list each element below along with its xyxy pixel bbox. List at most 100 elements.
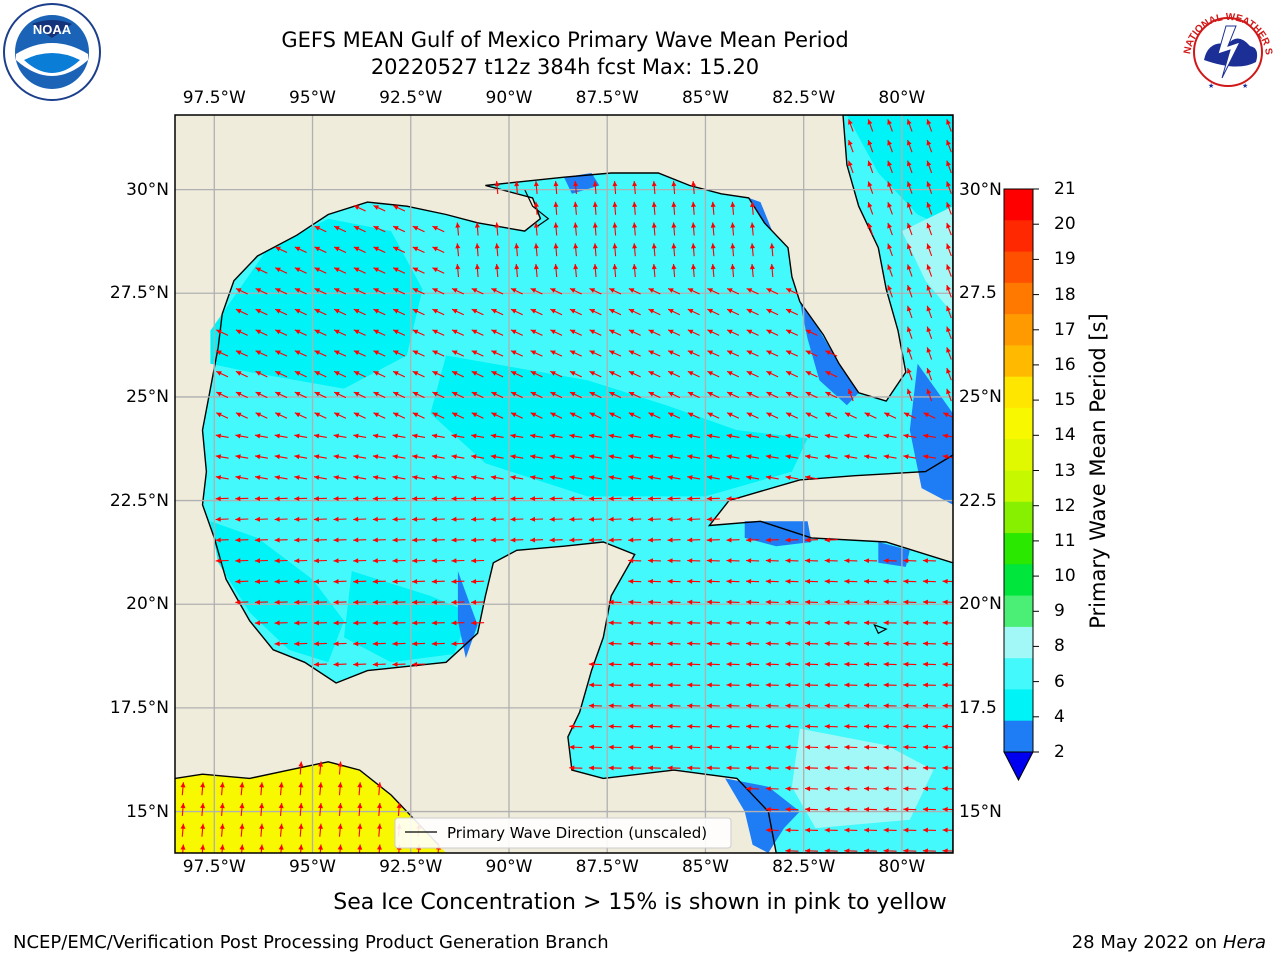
wave-arrow-head: [235, 496, 241, 502]
wave-arrow-head: [294, 371, 301, 376]
wave-arrow-head: [906, 119, 912, 125]
wave-arrow-head: [785, 661, 791, 667]
wave-arrow-head: [353, 661, 359, 667]
wave-arrow-head: [412, 537, 418, 543]
wave-arrow-head: [275, 329, 281, 335]
wave-arrow-head: [903, 806, 909, 812]
wave-arrow-head: [785, 682, 791, 688]
wave-arrow-head: [274, 496, 280, 502]
wave-arrow-head: [844, 827, 850, 833]
wave-arrow-head: [530, 288, 537, 293]
wave-arrow-head: [867, 140, 873, 146]
wave-arrow-head: [412, 516, 418, 522]
wave-arrow-head: [785, 744, 791, 750]
wave-arrow-head: [431, 433, 438, 439]
wave-arrow-head: [471, 599, 477, 605]
wave-arrow-head: [883, 641, 889, 647]
wave-arrow-head: [471, 537, 477, 543]
wave-arrow-head: [474, 243, 480, 249]
wave-arrow-head: [765, 744, 771, 750]
wave-arrow-head: [393, 309, 399, 314]
wave-arrow-head: [750, 201, 755, 207]
wave-arrow-head: [785, 599, 791, 605]
wave-arrow-head: [533, 264, 539, 270]
wave-arrow-head: [887, 119, 892, 125]
wave-arrow-head: [219, 823, 225, 829]
wave-arrow-head: [294, 392, 301, 397]
wave-arrow-head: [706, 703, 712, 709]
wave-arrow-head: [530, 433, 536, 439]
ocean-band-4-6s-southwest: [210, 521, 344, 663]
wave-arrow-head: [274, 620, 280, 626]
wave-arrow-head: [278, 782, 284, 788]
wave-arrow-head: [393, 226, 399, 231]
wave-arrow-head: [372, 433, 379, 439]
colorbar-tick-label: 8: [1054, 636, 1065, 657]
wave-arrow-head: [727, 392, 733, 397]
wave-arrow-head: [588, 516, 594, 522]
wave-arrow-head: [353, 412, 360, 418]
lat-tick-left: 20°N: [126, 594, 169, 615]
wave-arrow-head: [632, 264, 638, 270]
wave-arrow-head: [275, 309, 281, 314]
wave-arrow-head: [377, 823, 382, 829]
wave-arrow-head: [392, 558, 398, 564]
wave-arrow-head: [451, 537, 457, 543]
wave-arrow-head: [946, 388, 951, 395]
wave-arrow-head: [353, 329, 360, 335]
map-frame: [174, 114, 954, 854]
colorbar-extend-arrow: [1003, 751, 1034, 782]
wave-arrow-head: [313, 496, 319, 502]
wave-arrow-head: [318, 803, 323, 809]
wave-arrow-head: [706, 558, 712, 564]
wave-arrow-head: [393, 350, 399, 355]
wave-arrow-head: [239, 782, 245, 788]
wave-arrow-head: [313, 579, 319, 584]
wave-arrow-head: [392, 475, 398, 480]
wave-arrow-head: [926, 140, 932, 146]
wave-arrow-head: [805, 848, 811, 853]
wave-arrow-head: [707, 350, 713, 355]
wave-arrow-head: [373, 309, 379, 314]
wave-arrow-head: [647, 496, 653, 502]
wave-arrow-head: [746, 765, 752, 771]
wave-arrow-head: [432, 246, 438, 252]
wave-arrow-head: [530, 371, 537, 376]
wave-arrow-head: [864, 765, 870, 771]
wave-arrow-head: [511, 350, 517, 355]
wave-arrow-head: [274, 516, 280, 522]
wave-arrow-head: [254, 599, 260, 605]
wave-arrow-head: [215, 516, 221, 522]
wave-arrow-head: [628, 599, 634, 605]
wave-arrow-head: [824, 641, 830, 647]
wave-arrow-head: [926, 305, 932, 312]
wave-arrow-head: [294, 641, 300, 647]
wave-arrow-head: [887, 243, 892, 250]
colorbar-label: Primary Wave Mean Period [s]: [1086, 313, 1110, 629]
wave-arrow-head: [769, 243, 775, 249]
wave-arrow-head: [946, 140, 951, 146]
wave-arrow-head: [746, 661, 752, 667]
wave-arrow-head: [533, 222, 539, 228]
colorbar-tick-label: 14: [1054, 425, 1076, 446]
wave-arrow-head: [628, 329, 635, 335]
wave-arrow-head: [608, 703, 614, 709]
wave-arrow-head: [451, 558, 457, 564]
lat-tick-right: 25°N: [959, 386, 1002, 407]
wave-arrow-head: [550, 329, 556, 335]
wave-arrow-head: [612, 222, 618, 228]
wave-arrow-head: [455, 243, 461, 249]
wave-arrow-head: [883, 599, 889, 605]
wave-arrow-head: [628, 516, 634, 522]
wave-arrow-head: [844, 412, 851, 418]
wave-arrow-head: [628, 558, 634, 564]
wave-arrow-head: [372, 454, 379, 460]
wave-arrow-head: [219, 844, 225, 850]
wave-arrow-head: [942, 454, 948, 460]
wave-arrow-head: [298, 844, 304, 850]
wave-arrow-head: [353, 558, 359, 564]
wave-arrow-head: [592, 181, 598, 187]
wave-arrow-head: [612, 201, 618, 207]
wave-arrow-head: [726, 765, 732, 771]
lon-tick-bottom: 87.5°W: [575, 857, 639, 877]
